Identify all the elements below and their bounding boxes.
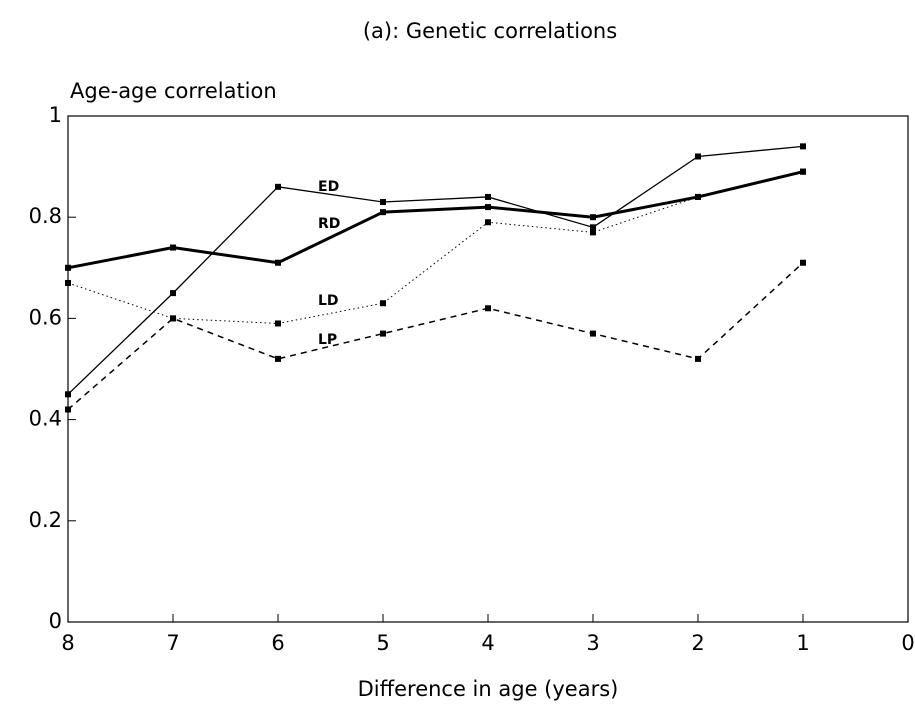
y-tick-label: 0.6 xyxy=(29,305,62,329)
point-marker xyxy=(170,244,176,251)
series-line xyxy=(67,145,804,395)
point-marker xyxy=(380,300,386,307)
point-marker xyxy=(800,259,806,266)
x-tick-label: 7 xyxy=(166,631,179,655)
point-marker xyxy=(590,330,596,337)
point-marker xyxy=(695,193,701,200)
point-marker xyxy=(485,219,491,226)
point-marker xyxy=(275,259,281,266)
x-tick-label: 1 xyxy=(796,631,809,655)
x-tick-label: 6 xyxy=(271,631,284,655)
x-tick-label: 0 xyxy=(901,631,914,655)
point-marker xyxy=(170,290,176,297)
series-line xyxy=(67,170,804,270)
series-label: ED xyxy=(318,179,339,195)
y-tick-label: 1 xyxy=(49,103,62,127)
x-axis-label: Difference in age (years) xyxy=(358,677,619,701)
point-marker xyxy=(275,320,281,327)
point-marker xyxy=(65,391,71,398)
x-tick-label: 4 xyxy=(481,631,494,655)
x-tick-label: 8 xyxy=(61,631,74,655)
point-marker xyxy=(590,214,596,221)
point-marker xyxy=(800,143,806,150)
y-tick-label: 0 xyxy=(49,609,62,633)
y-axis-label: Age-age correlation xyxy=(70,79,277,103)
point-marker xyxy=(590,229,596,236)
y-tick-label: 0.2 xyxy=(29,508,62,532)
point-marker xyxy=(65,264,71,271)
series-line xyxy=(67,262,804,411)
series-line xyxy=(67,171,804,324)
point-marker xyxy=(380,209,386,216)
point-marker xyxy=(380,199,386,206)
point-marker xyxy=(65,406,71,413)
point-marker xyxy=(800,168,806,175)
x-tick-label: 3 xyxy=(586,631,599,655)
plot-frame xyxy=(67,115,909,623)
point-marker xyxy=(695,153,701,160)
x-tick-label: 2 xyxy=(691,631,704,655)
point-marker xyxy=(485,193,491,200)
point-marker xyxy=(695,355,701,362)
point-marker xyxy=(170,315,176,322)
point-marker xyxy=(380,330,386,337)
series-label: LP xyxy=(318,332,337,348)
point-marker xyxy=(275,355,281,362)
point-marker xyxy=(65,279,71,286)
series-label: RD xyxy=(318,216,340,232)
y-tick-label: 0.8 xyxy=(29,204,62,228)
series-label: LD xyxy=(318,293,339,309)
chart-title: (a): Genetic correlations xyxy=(363,19,617,43)
point-marker xyxy=(590,224,596,231)
y-tick-label: 0.4 xyxy=(29,407,62,431)
point-marker xyxy=(485,305,491,312)
point-marker xyxy=(485,204,491,211)
point-marker xyxy=(275,183,281,190)
x-tick-label: 5 xyxy=(376,631,389,655)
